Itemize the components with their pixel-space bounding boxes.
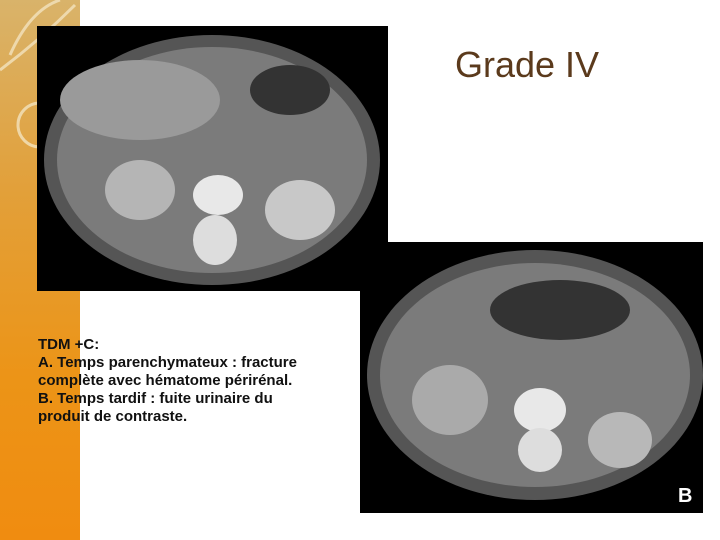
caption-line: TDM +C:	[38, 336, 100, 353]
slide-title: Grade IV	[455, 44, 600, 85]
image-label: B	[678, 485, 693, 507]
caption-line: complète avec hématome périrénal.	[38, 372, 293, 389]
caption-line: A. Temps parenchymateux : fracture	[38, 354, 297, 371]
caption-line: produit de contraste.	[38, 408, 188, 425]
ct-image-b	[360, 242, 703, 513]
ct-image-a	[37, 26, 388, 291]
caption: TDM +C: A. Temps parenchymateux : fractu…	[38, 336, 297, 426]
caption-line: B. Temps tardif : fuite urinaire du	[38, 390, 273, 407]
